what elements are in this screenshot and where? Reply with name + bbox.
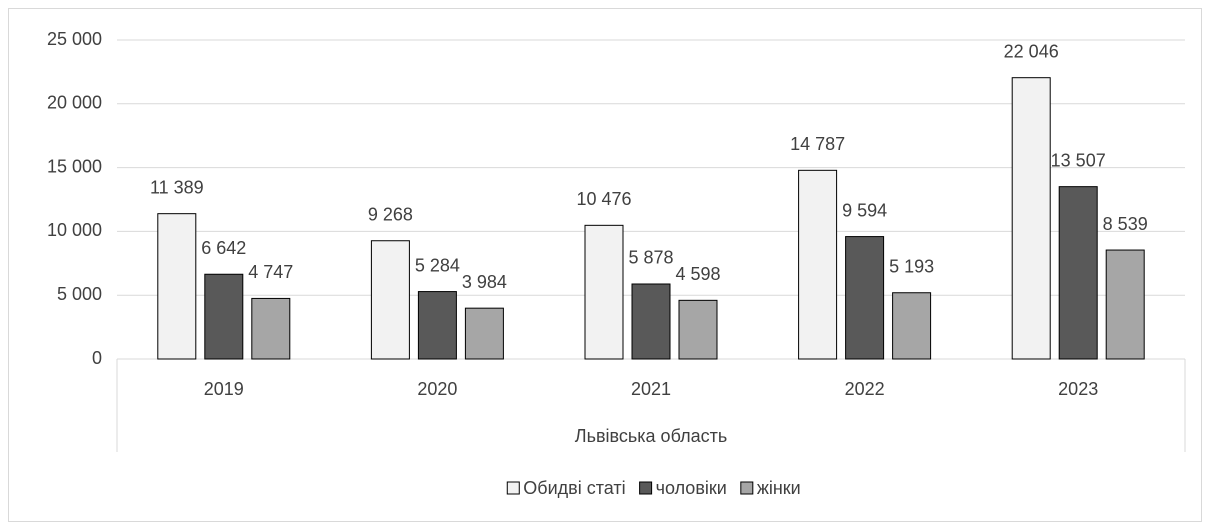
x-tick-label: 2020 [417,379,457,399]
bar [1105,249,1145,360]
data-label: 9 594 [842,200,887,220]
data-label: 13 507 [1051,150,1106,170]
data-label: 5 193 [889,256,934,276]
x-tick-label: 2023 [1058,379,1098,399]
data-label: 9 268 [368,204,413,224]
legend-label: чоловіки [656,478,727,498]
legend-label: жінки [757,478,801,498]
data-label: 3 984 [462,272,507,292]
x-tick-label: 2019 [204,379,244,399]
data-label: 4 747 [248,262,293,282]
data-label: 8 539 [1103,214,1148,234]
data-label: 5 284 [415,255,460,275]
bar [157,213,197,360]
group-label: Львівська область [575,426,727,446]
legend-swatch [639,481,653,495]
data-label: 6 642 [201,238,246,258]
data-label: 10 476 [576,189,631,209]
x-tick-label: 2022 [845,379,885,399]
bar [631,283,671,360]
bar [845,236,885,360]
data-label: 14 787 [790,134,845,154]
legend-swatch [506,481,520,495]
y-tick-label: 0 [92,348,102,368]
x-tick-label: 2021 [631,379,671,399]
y-tick-label: 10 000 [47,220,102,240]
bar [678,299,718,360]
data-label: 4 598 [675,264,720,284]
bar [251,297,291,360]
bar [1058,186,1098,360]
bar [798,169,838,360]
legend-swatch [740,481,754,495]
bar [464,307,504,360]
bar [892,292,932,360]
bar [370,240,410,360]
bar [204,273,244,360]
data-label: 22 046 [1004,41,1059,61]
data-label: 11 389 [150,177,204,197]
y-tick-label: 20 000 [47,93,102,113]
data-label: 5 878 [628,248,673,268]
bar [417,291,457,360]
y-tick-label: 25 000 [47,29,102,49]
y-tick-label: 15 000 [47,156,102,176]
y-tick-label: 5 000 [57,284,102,304]
bar [584,224,624,360]
legend-label: Обидві статі [523,478,625,498]
bar [1011,77,1051,360]
